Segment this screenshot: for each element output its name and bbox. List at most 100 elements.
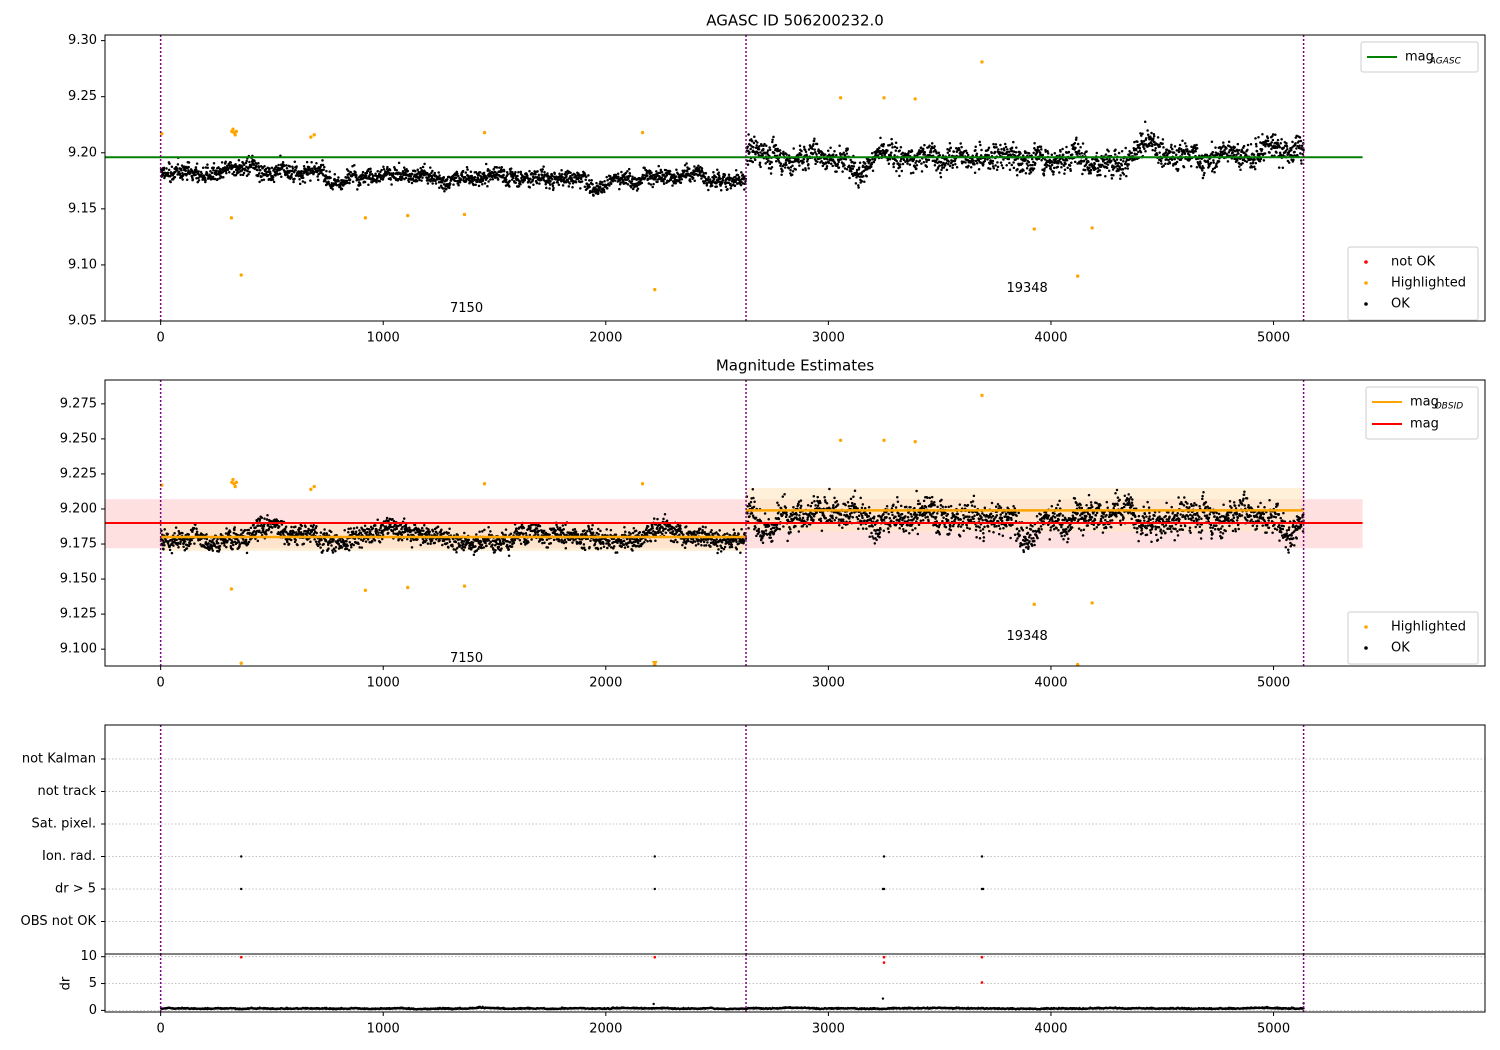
ok-point [832,153,835,156]
ok-point [915,167,918,170]
ok-point [399,173,403,176]
ok-point [918,159,922,162]
ok-point [1087,160,1090,164]
ok-point [715,185,718,188]
ok-point [294,525,297,529]
ok-point [1227,140,1231,144]
ok-point [799,153,803,156]
ok-point [248,531,251,535]
ok-point [1210,140,1214,144]
ok-point [442,176,446,179]
ok-point [423,162,426,166]
ok-point [247,528,251,532]
ok-point [300,524,303,528]
ok-point [429,542,432,545]
ok-point [829,146,832,150]
ok-point [480,546,483,550]
ok-point [569,171,572,174]
ok-point [807,163,810,166]
ok-point [231,172,234,176]
ok-point [258,172,261,175]
ok-point [1189,165,1193,168]
ok-point [270,530,273,534]
ok-point [900,169,904,173]
y-tick-label: 9.25 [68,89,97,104]
ok-point [603,190,606,194]
ok-point [991,162,994,165]
ok-point [708,178,712,181]
ok-point [1110,159,1113,163]
ok-point [1079,145,1082,149]
ok-point [739,183,743,187]
ok-point [478,171,482,174]
ok-point [1065,145,1068,149]
ok-point [964,161,967,164]
ok-point [281,161,285,164]
ok-point [174,526,178,529]
ok-point [285,164,288,167]
ok-point [871,169,875,172]
ok-point [1103,158,1106,162]
ok-point [498,166,501,169]
ok-point [1246,143,1250,147]
ok-point [895,169,898,173]
ok-point [222,175,225,179]
ok-point [1162,146,1165,149]
ok-point [736,173,740,177]
ok-point [886,149,889,152]
ok-point [748,151,751,154]
ok-point [395,527,398,531]
ok-point [774,160,778,163]
ok-point [1143,147,1146,151]
ok-point [462,548,465,552]
ok-point [421,532,424,536]
ok-point [1064,162,1067,166]
ok-point [801,168,805,171]
ok-point [332,538,335,541]
ok-point [355,526,359,529]
ok-point [216,177,219,181]
ok-point [1060,162,1063,166]
ok-point [262,525,266,528]
ok-point [228,530,232,534]
ok-point [486,185,489,188]
ok-point [409,539,413,543]
ok-point [1263,152,1267,155]
ok-point [224,169,228,173]
ok-point [901,162,905,166]
ok-point [1127,163,1130,166]
ok-point [1067,150,1071,154]
y-tick-label: 9.15 [68,201,97,216]
ok-point [233,528,236,532]
ok-point [1211,150,1215,154]
ok-point [543,170,546,174]
ok-point [1096,166,1100,170]
ok-point [234,174,238,177]
ok-point [1261,132,1264,136]
ok-point [947,160,950,163]
ok-point [427,528,430,531]
ok-point [252,529,256,533]
ok-point [380,168,383,172]
ok-point [1098,169,1102,172]
ok-point [192,526,196,530]
ok-point [241,173,245,177]
ok-point [347,530,350,534]
ok-point [1237,148,1241,152]
ok-point [169,174,172,178]
ok-point [302,164,306,168]
ok-point [1033,161,1037,165]
ok-point [1195,146,1199,150]
ok-point [1003,142,1007,146]
ok-point [489,178,492,181]
ok-point [837,160,840,164]
ok-point [620,170,623,174]
ok-point [1063,168,1067,171]
ok-point [414,170,417,173]
ok-point [1157,161,1160,165]
ok-point [948,149,951,153]
ok-point [451,545,454,548]
ok-point [1295,147,1298,150]
ok-point [1027,152,1031,155]
ok-point [1076,142,1080,146]
